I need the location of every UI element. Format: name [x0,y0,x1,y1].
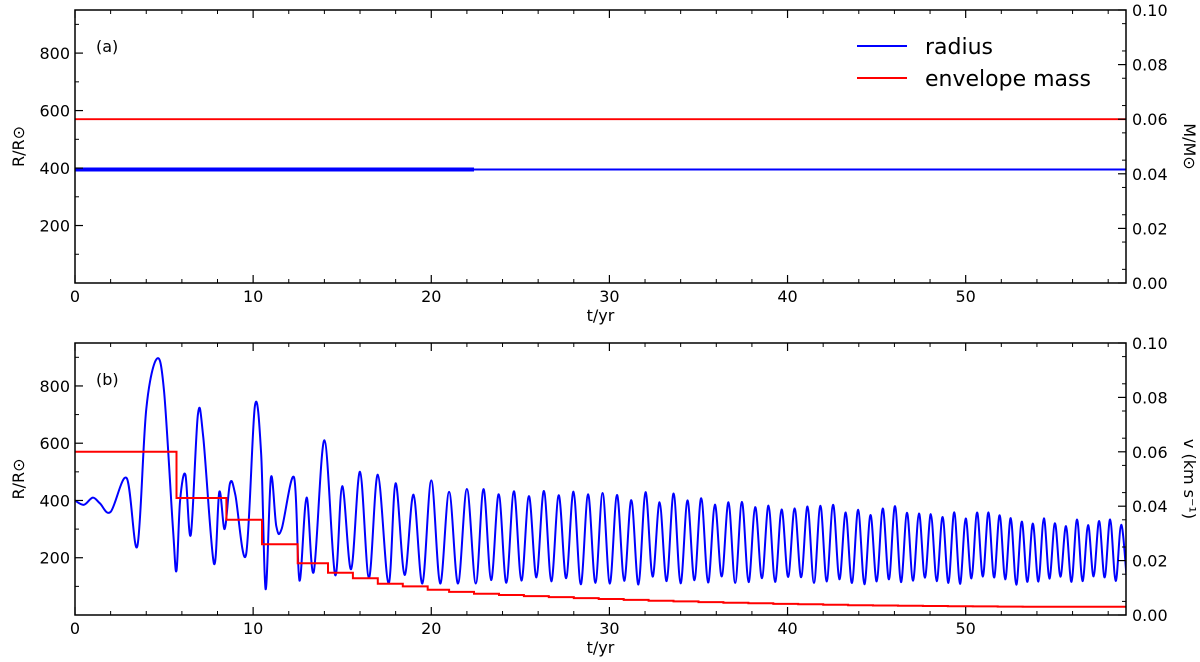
panel-b-ylabel-right: v (km s⁻¹) [1180,439,1199,519]
panel-a-xtick-label: 20 [421,287,441,306]
panel-a-xtick-label: 40 [777,287,797,306]
panel-b-ytick-right-label: 0.06 [1132,443,1168,462]
panel-b-xtick-label: 20 [421,619,441,638]
panel-a-xtick-label: 10 [243,287,263,306]
legend-entry-envelope-mass: envelope mass [925,67,1091,92]
panel-b-ytick-left-label: 200 [39,549,70,568]
panel-b-series-right-axis-curve [75,450,1126,608]
panel-a-ytick-left-label: 200 [39,217,70,236]
panel-b-series-radius-curve [75,357,1126,591]
panel-a-ylabel-left: R/R⊙ [9,126,28,167]
panel-b-xtick-label: 30 [599,619,619,638]
panel-a-ytick-right-label: 0.10 [1132,1,1168,20]
panel-a-ytick-left-label: 800 [39,44,70,63]
panel-a-ytick-right-label: 0.04 [1132,165,1168,184]
panel-a-ytick-right-label: 0.00 [1132,274,1168,293]
panel-b-label: (b) [96,370,119,389]
panel-b-ytick-left-label: 800 [39,377,70,396]
panel-b: 0 10 20 30 40 50 200 400 600 800 0.00 0.02 0.04 0.06 0… [9,334,1199,657]
panel-a-ticks: 0 10 20 30 40 50 200 400 600 800 0.00 0.02 0.04 0.06 0… [39,1,1167,306]
panel-b-xlabel: t/yr [587,638,615,657]
panel-b-ytick-left-label: 400 [39,491,70,510]
panel-a-xlabel: t/yr [587,306,615,325]
legend: radius envelope mass [857,35,1091,92]
panel-a-ytick-left-label: 600 [39,102,70,121]
panel-b-ticks: 0 10 20 30 40 50 200 400 600 800 0.00 0.02 0.04 0.06 0… [39,334,1167,638]
panel-a-ylabel-right: M/M⊙ [1180,123,1199,169]
panel-b-ytick-left-label: 600 [39,434,70,453]
panel-b-xtick-label: 40 [777,619,797,638]
legend-entry-radius: radius [925,35,993,60]
panel-b-ytick-right-label: 0.08 [1132,388,1168,407]
panel-a-frame [74,9,1127,284]
panel-a-ytick-right-label: 0.06 [1132,110,1168,129]
panel-b-xtick-label: 50 [955,619,975,638]
panel-a-ytick-right-label: 0.02 [1132,219,1168,238]
panel-a-series [75,118,1126,172]
panel-a-xtick-label: 30 [599,287,619,306]
panel-a-xtick-label: 0 [70,287,80,306]
panel-b-series [75,357,1126,608]
panel-a-xtick-label: 50 [955,287,975,306]
panel-b-ytick-right-label: 0.02 [1132,552,1168,571]
panel-b-xtick-label: 0 [70,619,80,638]
panel-b-ytick-right-label: 0.04 [1132,497,1168,516]
panel-a: 0 10 20 30 40 50 200 400 600 800 0.00 0.02 0.04 0.06 0… [9,1,1199,325]
panel-b-ytick-right-label: 0.00 [1132,606,1168,625]
panel-a-ytick-right-label: 0.08 [1132,56,1168,75]
panel-b-frame [74,342,1127,616]
panel-b-xtick-label: 10 [243,619,263,638]
panel-b-ytick-right-label: 0.10 [1132,334,1168,353]
panel-a-label: (a) [96,37,118,56]
panel-b-ylabel-left: R/R⊙ [9,458,28,499]
panel-a-ytick-left-label: 400 [39,159,70,178]
